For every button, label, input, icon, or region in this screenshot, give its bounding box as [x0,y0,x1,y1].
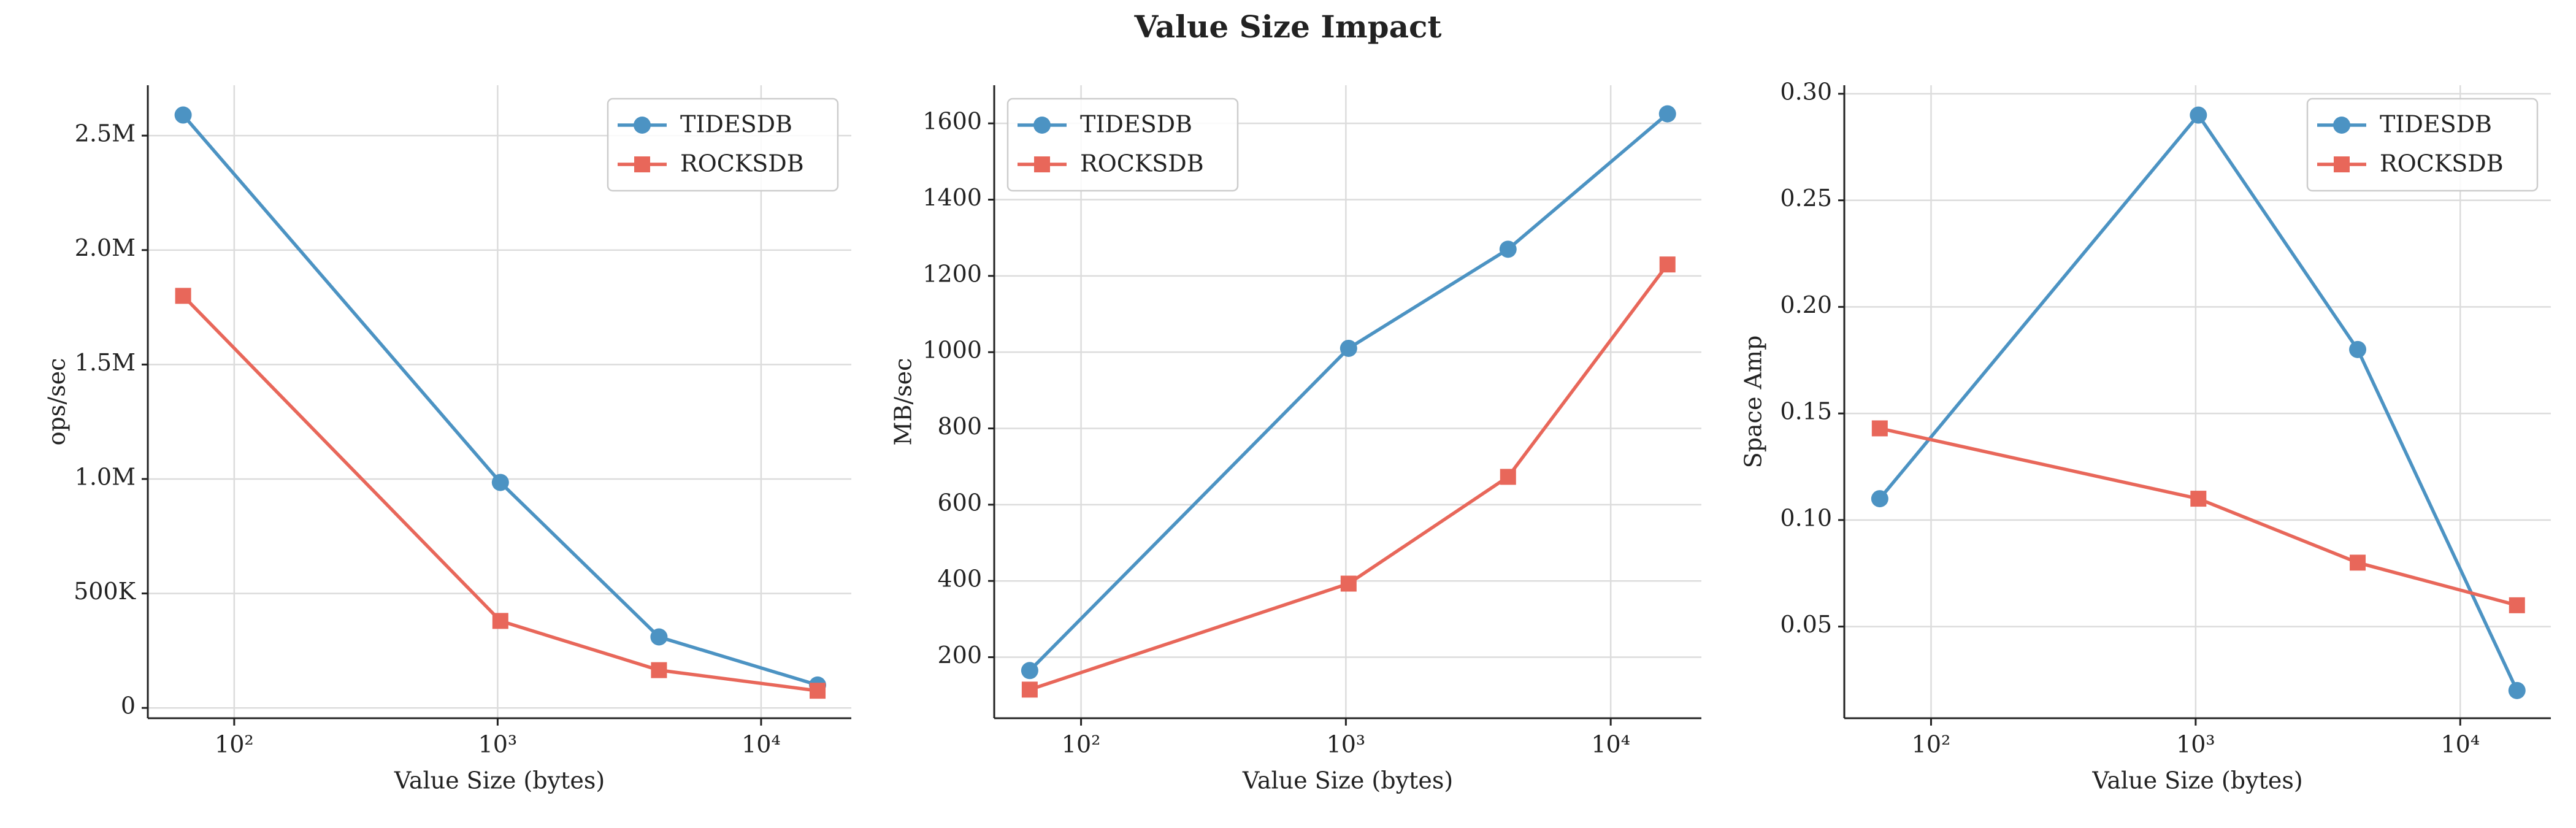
y-axis-label: Space Amp [1740,335,1767,469]
marker [1658,105,1676,123]
y-tick-label: 1200 [922,260,982,287]
y-tick-label: 1.5M [75,349,136,376]
marker [651,662,667,678]
y-tick-label: 2.0M [75,234,136,261]
marker [2349,340,2367,358]
marker [2190,491,2207,507]
marker [1659,256,1676,273]
marker [1340,575,1357,592]
marker [1034,156,1050,172]
marker [1871,420,1888,437]
marker [2334,156,2350,172]
y-tick-label: 1400 [922,184,982,211]
y-tick-label: 0.30 [1780,78,1832,105]
x-tick-label: 10³ [478,731,518,758]
series-line [1028,112,1669,672]
legend-label: ROCKSDB [680,150,804,177]
x-tick-label: 10³ [1327,731,1366,758]
marker [2508,681,2526,699]
y-axis-label: MB/sec [890,358,917,446]
y-tick-label: 800 [937,413,982,440]
y-tick-label: 1.0M [75,463,136,490]
y-tick-label: 500K [74,578,136,605]
y-tick-label: 0.25 [1780,185,1832,212]
marker [1033,117,1051,134]
x-tick-label: 10² [215,731,254,758]
x-axis-label: Value Size (bytes) [2091,767,2302,794]
x-tick-label: 10⁴ [742,731,781,758]
legend-box [2306,98,2539,192]
x-tick-label: 10⁴ [1591,731,1630,758]
y-tick-label: 0.05 [1780,611,1832,638]
legend-label: ROCKSDB [2380,150,2504,177]
marker [175,288,191,304]
marker [492,613,508,629]
legend-label: TIDESDB [1080,111,1192,138]
figure-title: Value Size Impact [1133,9,1441,45]
x-axis-label: Value Size (bytes) [394,767,605,794]
y-tick-label: 1600 [922,108,982,135]
legend-box [607,98,839,192]
marker [810,683,826,699]
marker [650,628,668,646]
x-tick-label: 10² [1062,731,1101,758]
marker [1499,240,1517,258]
x-tick-label: 10⁴ [2440,731,2480,758]
marker [2350,554,2366,571]
x-tick-label: 10³ [2176,731,2215,758]
y-tick-label: 0.10 [1780,504,1832,531]
marker [1871,490,1888,508]
x-tick-label: 10² [1912,731,1951,758]
y-tick-label: 2.5M [75,120,136,147]
marker [634,117,651,134]
series-line [1879,426,2518,607]
marker [491,473,509,491]
series-line [1029,263,1669,691]
marker [1021,681,1038,698]
legend-label: ROCKSDB [1080,150,1204,177]
y-tick-label: 1000 [922,337,982,364]
legend-box [1006,98,1239,192]
x-axis-label: Value Size (bytes) [1242,767,1453,794]
series-line [182,113,818,687]
y-tick-label: 0.20 [1780,291,1832,318]
series-line [182,294,818,692]
marker [2333,117,2350,134]
y-tick-label: 0 [121,692,136,719]
legend-label: TIDESDB [680,111,792,138]
y-axis-label: ops/sec [44,358,71,446]
y-tick-label: 200 [937,642,982,669]
marker [174,106,192,124]
legend-label: TIDESDB [2380,111,2492,138]
marker [634,156,650,172]
marker [2509,597,2525,613]
marker [1021,662,1038,680]
series-line [1878,112,2519,691]
marker [1500,469,1516,485]
marker [1340,339,1357,357]
y-tick-label: 0.15 [1780,398,1832,425]
y-tick-label: 400 [937,565,982,592]
marker [2190,106,2207,124]
y-tick-label: 600 [937,489,982,516]
